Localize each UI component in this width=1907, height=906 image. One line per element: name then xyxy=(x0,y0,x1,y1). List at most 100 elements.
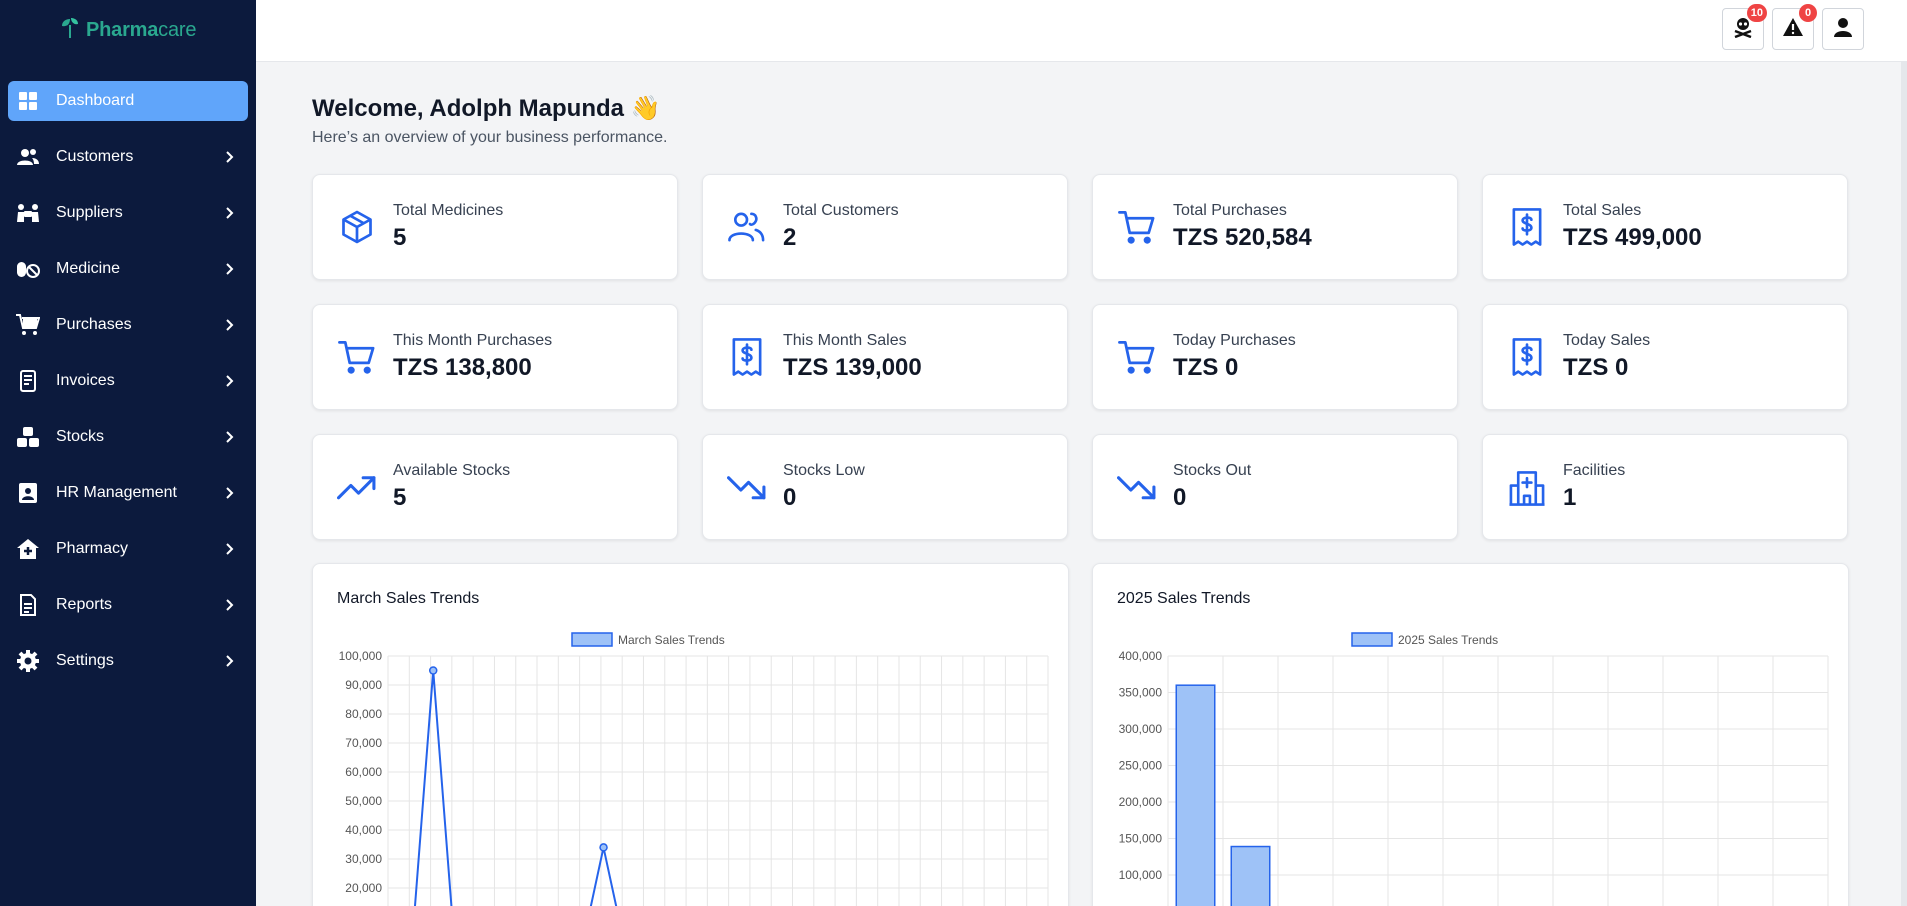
chevron-right-icon xyxy=(222,374,236,388)
stat-label: Total Purchases xyxy=(1173,202,1287,219)
legend-swatch xyxy=(1351,632,1393,647)
sidebar-item-purchases[interactable]: Purchases xyxy=(8,305,248,345)
brand-name: Pharmacare xyxy=(86,19,196,42)
user-menu-button[interactable] xyxy=(1822,8,1864,50)
sidebar-item-label: Medicine xyxy=(56,260,121,277)
receipt-icon xyxy=(727,337,767,377)
stat-label: Facilities xyxy=(1563,462,1626,479)
stat-value: TZS 138,800 xyxy=(393,354,532,381)
stat-label: This Month Purchases xyxy=(393,332,553,349)
main-content: Welcome, Adolph Mapunda 👋 Here’s an over… xyxy=(256,62,1907,906)
sidebar: Pharmacare Dashboard Customers Suppliers xyxy=(0,0,256,906)
invoice-icon xyxy=(16,369,40,393)
stat-card-total-purchases[interactable]: Total Purchases TZS 520,584 xyxy=(1092,174,1458,280)
chevron-right-icon xyxy=(222,206,236,220)
stat-value: 5 xyxy=(393,484,407,511)
warning-icon xyxy=(1782,17,1804,42)
sidebar-item-medicine[interactable]: Medicine xyxy=(8,249,248,289)
y-tick-label: 300,000 xyxy=(1119,722,1163,736)
legend-label: March Sales Trends xyxy=(618,633,725,647)
sidebar-item-settings[interactable]: Settings xyxy=(8,641,248,681)
y-tick-label: 150,000 xyxy=(1119,832,1163,846)
hospital-icon xyxy=(1507,467,1547,507)
y-tick-label: 350,000 xyxy=(1119,686,1163,700)
user-icon xyxy=(1833,17,1853,42)
stat-card-today-purchases[interactable]: Today Purchases TZS 0 xyxy=(1092,304,1458,410)
stat-card-today-sales[interactable]: Today Sales TZS 0 xyxy=(1482,304,1848,410)
march-sales-chart-card: March Sales Trends March Sales Trends 100… xyxy=(312,563,1069,906)
sidebar-item-dashboard[interactable]: Dashboard xyxy=(8,81,248,121)
y-tick-label: 250,000 xyxy=(1119,759,1163,773)
stat-value: 1 xyxy=(1563,484,1577,511)
sidebar-item-hr-management[interactable]: HR Management xyxy=(8,473,248,513)
sidebar-nav: Dashboard Customers Suppliers Medicine xyxy=(0,81,256,681)
stat-card-this-month-sales[interactable]: This Month Sales TZS 139,000 xyxy=(702,304,1068,410)
pills-icon xyxy=(16,257,40,281)
sidebar-item-stocks[interactable]: Stocks xyxy=(8,417,248,457)
stat-value: 0 xyxy=(1173,484,1187,511)
cart-icon xyxy=(16,313,40,337)
sidebar-item-label: Invoices xyxy=(56,372,115,389)
brand-name-part2: care xyxy=(158,18,197,41)
stat-card-stocks-out[interactable]: Stocks Out 0 xyxy=(1092,434,1458,540)
gear-icon xyxy=(16,649,40,673)
brand-name-part1: Pharma xyxy=(86,18,159,41)
sidebar-item-label: Stocks xyxy=(56,428,105,445)
stat-card-available-stocks[interactable]: Available Stocks 5 xyxy=(312,434,678,540)
trending-up-icon xyxy=(337,467,377,507)
year-sales-chart: 2025 Sales Trends 400,000 350,000 300,000 25… xyxy=(1119,632,1829,906)
receipt-icon xyxy=(1507,337,1547,377)
stat-value: TZS 499,000 xyxy=(1563,224,1702,251)
stat-label: Stocks Low xyxy=(783,462,865,479)
chevron-right-icon xyxy=(222,486,236,500)
stat-value: TZS 139,000 xyxy=(783,354,922,381)
series-line xyxy=(413,670,618,906)
legend-swatch xyxy=(571,632,613,647)
alerts-button[interactable]: 0 xyxy=(1772,4,1817,50)
chevron-right-icon xyxy=(222,262,236,276)
stat-label: Total Medicines xyxy=(393,202,504,219)
supplier-icon xyxy=(16,201,40,225)
stat-card-facilities[interactable]: Facilities 1 xyxy=(1482,434,1848,540)
stat-card-total-sales[interactable]: Total Sales TZS 499,000 xyxy=(1482,174,1848,280)
chart-title: 2025 Sales Trends xyxy=(1117,590,1251,607)
sidebar-item-suppliers[interactable]: Suppliers xyxy=(8,193,248,233)
y-tick-label: 200,000 xyxy=(1119,795,1163,809)
brand[interactable]: Pharmacare xyxy=(0,0,256,60)
sidebar-item-label: Purchases xyxy=(56,316,132,333)
bar xyxy=(1230,845,1271,906)
page-title: Welcome, Adolph Mapunda 👋 xyxy=(312,95,661,122)
box-icon xyxy=(337,207,377,247)
sidebar-item-label: Customers xyxy=(56,148,134,165)
y-tick-label: 100,000 xyxy=(1119,868,1163,882)
stat-card-total-customers[interactable]: Total Customers 2 xyxy=(702,174,1068,280)
users-icon xyxy=(727,207,767,247)
sidebar-item-pharmacy[interactable]: Pharmacy xyxy=(8,529,248,569)
topbar: 10 0 xyxy=(256,0,1907,62)
y-tick-label: 100,000 xyxy=(339,649,383,663)
sidebar-item-customers[interactable]: Customers xyxy=(8,137,248,177)
stat-label: Today Purchases xyxy=(1173,332,1296,349)
leaf-logo-icon xyxy=(58,16,82,45)
year-sales-chart-card: 2025 Sales Trends 2025 Sales Trends 400,0… xyxy=(1092,563,1849,906)
page-scrollbar[interactable] xyxy=(1901,62,1907,906)
welcome-section: Welcome, Adolph Mapunda 👋 Here’s an over… xyxy=(312,94,667,147)
cart-icon xyxy=(1117,337,1157,377)
sidebar-item-reports[interactable]: Reports xyxy=(8,585,248,625)
stat-card-total-medicines[interactable]: Total Medicines 5 xyxy=(312,174,678,280)
stat-card-this-month-purchases[interactable]: This Month Purchases TZS 138,800 xyxy=(312,304,678,410)
receipt-icon xyxy=(1507,207,1547,247)
stat-value: 5 xyxy=(393,224,407,251)
y-tick-label: 90,000 xyxy=(345,678,382,692)
stat-card-stocks-low[interactable]: Stocks Low 0 xyxy=(702,434,1068,540)
boxes-icon xyxy=(16,425,40,449)
y-tick-label: 40,000 xyxy=(345,823,382,837)
sidebar-item-invoices[interactable]: Invoices xyxy=(8,361,248,401)
bar xyxy=(1175,684,1216,906)
stat-value: TZS 0 xyxy=(1173,354,1239,381)
id-badge-icon xyxy=(16,481,40,505)
y-tick-label: 70,000 xyxy=(345,736,382,750)
expired-medicines-button[interactable]: 10 xyxy=(1722,4,1767,50)
chevron-right-icon xyxy=(222,654,236,668)
stat-label: Total Customers xyxy=(783,202,899,219)
